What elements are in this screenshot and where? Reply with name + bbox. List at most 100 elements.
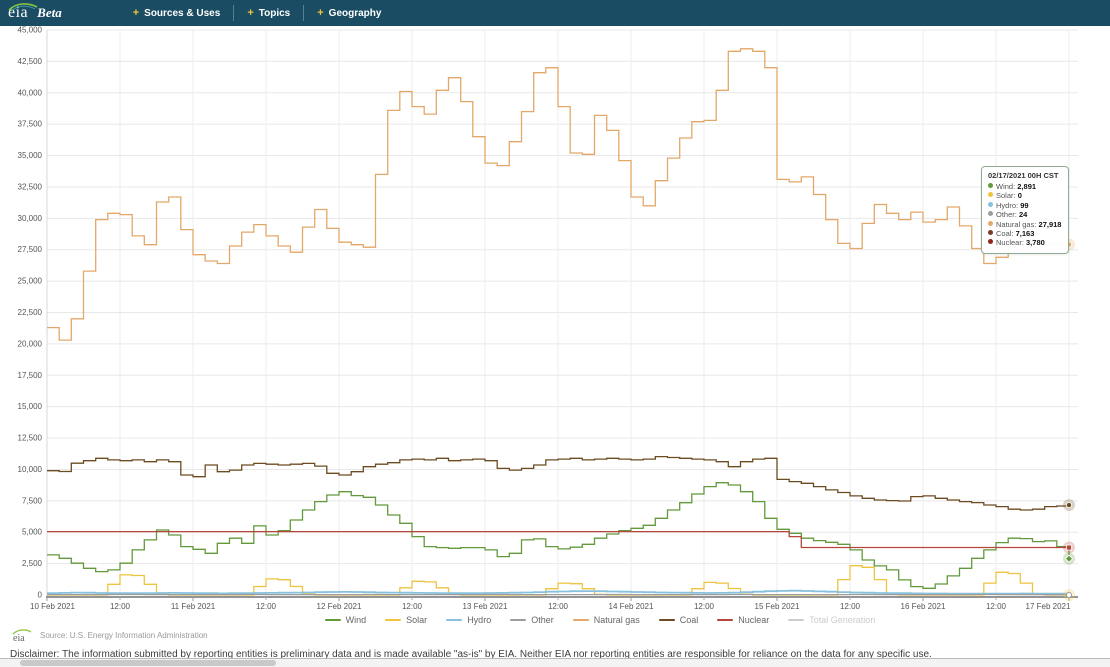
nav-item-geography[interactable]: + Geography bbox=[303, 5, 394, 21]
legend-swatch bbox=[385, 618, 402, 622]
legend-item-wind[interactable]: Wind bbox=[324, 615, 367, 625]
tooltip-bullet bbox=[988, 211, 993, 217]
x-axis-minor-label: 12:00 bbox=[110, 602, 131, 610]
y-axis-label: 12,500 bbox=[18, 434, 43, 443]
tooltip-bullet bbox=[988, 220, 993, 226]
legend-label: Wind bbox=[345, 615, 367, 625]
tooltip-label: Hydro: bbox=[996, 200, 1021, 210]
tooltip-value: 0 bbox=[1017, 191, 1022, 201]
tooltip-rows: Wind: 2,891 Solar: 0 Hydro: 99 Other: 24 Nat… bbox=[988, 182, 1061, 248]
tooltip-title: 02/17/2021 00H CST bbox=[988, 171, 1059, 180]
nav-item-sources-uses[interactable]: + Sources & Uses bbox=[120, 5, 234, 21]
chart-tooltip: 02/17/2021 00H CST Wind: 2,891 Solar: 0 Hy… bbox=[981, 166, 1070, 254]
plus-icon: + bbox=[247, 7, 254, 19]
y-axis-label: 5,000 bbox=[22, 528, 43, 537]
end-marker-wind bbox=[1064, 554, 1074, 563]
tooltip-bullet bbox=[988, 192, 993, 198]
eia-swoosh-icon bbox=[8, 3, 38, 11]
legend-label: Coal bbox=[679, 615, 699, 625]
tooltip-label: Natural gas: bbox=[996, 219, 1039, 229]
series-line-nuclear[interactable] bbox=[47, 530, 1069, 549]
y-axis-label: 37,500 bbox=[18, 120, 43, 129]
scrollbar-thumb[interactable] bbox=[20, 660, 276, 666]
legend-label: Nuclear bbox=[738, 615, 770, 625]
x-axis-minor-label: 12:00 bbox=[402, 602, 423, 610]
legend-swatch bbox=[324, 618, 341, 622]
eia-footer-logo: eia bbox=[12, 629, 32, 643]
y-axis-label: 40,000 bbox=[18, 88, 43, 97]
eia-logo-link[interactable]: eia Beta bbox=[8, 0, 62, 26]
nav-item-label: Topics bbox=[258, 7, 291, 19]
y-axis-label: 17,500 bbox=[18, 371, 43, 380]
legend-item-solar[interactable]: Solar bbox=[385, 615, 427, 625]
x-axis-minor-label: 12:00 bbox=[986, 602, 1007, 610]
y-axis-label: 45,000 bbox=[18, 26, 43, 35]
tooltip-row-solar: Solar: 0 bbox=[988, 191, 1061, 200]
tooltip-label: Solar: bbox=[996, 191, 1018, 201]
x-axis-label: 15 Feb 2021 bbox=[755, 602, 800, 610]
x-axis-minor-label: 12:00 bbox=[694, 602, 715, 610]
header-nav: + Sources & Uses + Topics + Geography bbox=[120, 0, 395, 26]
y-axis-label: 35,000 bbox=[18, 151, 43, 160]
nav-item-label: Geography bbox=[328, 7, 382, 19]
tooltip-value: 24 bbox=[1018, 210, 1028, 220]
source-row: eia Source: U.S. Energy Information Admi… bbox=[0, 627, 1110, 644]
tooltip-value: 27,918 bbox=[1038, 219, 1062, 229]
eia-footer-logo-text: eia bbox=[13, 633, 25, 643]
legend-swatch bbox=[572, 618, 589, 622]
y-axis-label: 22,500 bbox=[18, 308, 43, 317]
y-axis-label: 30,000 bbox=[18, 214, 43, 223]
x-axis-label: 13 Feb 2021 bbox=[463, 602, 508, 610]
nav-item-topics[interactable]: + Topics bbox=[233, 5, 303, 21]
tooltip-row-nuclear: Nuclear: 3,780 bbox=[988, 238, 1061, 247]
tooltip-row-natural-gas: Natural gas: 27,918 bbox=[988, 220, 1061, 229]
legend-label: Solar bbox=[406, 615, 428, 625]
tooltip-bullet bbox=[988, 201, 993, 207]
y-axis-label: 7,500 bbox=[22, 496, 43, 505]
series-line-coal[interactable] bbox=[47, 455, 1070, 511]
y-axis-label: 20,000 bbox=[18, 339, 43, 348]
x-axis-minor-label: 12:00 bbox=[256, 602, 277, 610]
tooltip-bullet bbox=[988, 229, 993, 235]
tooltip-value: 7,163 bbox=[1015, 228, 1035, 238]
generation-chart[interactable]: 0 2,500 5,000 7,500 10,000 12,500 15,000 17,500… bbox=[0, 26, 1110, 610]
series-line-wind[interactable] bbox=[47, 482, 1070, 589]
source-text: Source: U.S. Energy Information Administ… bbox=[40, 631, 208, 640]
tooltip-row-coal: Coal: 7,163 bbox=[988, 229, 1061, 238]
tooltip-value: 3,780 bbox=[1026, 238, 1045, 248]
y-axis-label: 32,500 bbox=[18, 182, 43, 191]
header: eia Beta + Sources & Uses + Topics + Geograph… bbox=[0, 0, 1110, 26]
y-axis-label: 25,000 bbox=[18, 277, 43, 286]
legend-item-natural-gas[interactable]: Natural gas bbox=[572, 615, 640, 625]
beta-label: Beta bbox=[37, 5, 62, 20]
plus-icon: + bbox=[132, 7, 140, 19]
legend-label: Other bbox=[531, 615, 554, 625]
tooltip-row-wind: Wind: 2,891 bbox=[988, 182, 1061, 191]
end-marker-coal bbox=[1066, 502, 1073, 509]
x-axis-label: 12 Feb 2021 bbox=[317, 602, 362, 610]
chart-legend: Wind Solar Hydro Other Natural gas Coal Nuclea… bbox=[90, 615, 1110, 625]
chart-area: 0 2,500 5,000 7,500 10,000 12,500 15,000 17,500… bbox=[0, 26, 1110, 626]
series-line-natural-gas[interactable] bbox=[47, 48, 1070, 341]
legend-item-coal[interactable]: Coal bbox=[658, 615, 699, 625]
legend-swatch bbox=[658, 618, 675, 622]
legend-swatch bbox=[788, 618, 805, 622]
eia-logo-text: eia bbox=[8, 4, 29, 21]
tooltip-row-other: Other: 24 bbox=[988, 210, 1061, 219]
legend-item-nuclear[interactable]: Nuclear bbox=[717, 615, 769, 625]
horizontal-scrollbar[interactable] bbox=[0, 658, 1110, 667]
series-line-hydro[interactable] bbox=[47, 589, 1070, 595]
x-axis-label: 14 Feb 2021 bbox=[609, 602, 654, 610]
legend-swatch bbox=[510, 618, 527, 622]
tooltip-label: Wind: bbox=[996, 182, 1018, 191]
legend-label: Hydro bbox=[467, 615, 492, 625]
legend-item-total-generation[interactable]: Total Generation bbox=[788, 615, 875, 625]
x-axis-label: 11 Feb 2021 bbox=[171, 602, 216, 610]
legend-item-hydro[interactable]: Hydro bbox=[446, 615, 491, 625]
legend-item-other[interactable]: Other bbox=[510, 615, 554, 625]
tooltip-label: Nuclear: bbox=[996, 238, 1027, 248]
tooltip-label: Coal: bbox=[996, 228, 1016, 238]
plus-icon: + bbox=[317, 7, 324, 19]
tooltip-value: 2,891 bbox=[1017, 182, 1037, 191]
y-axis-label: 0 bbox=[38, 591, 43, 600]
